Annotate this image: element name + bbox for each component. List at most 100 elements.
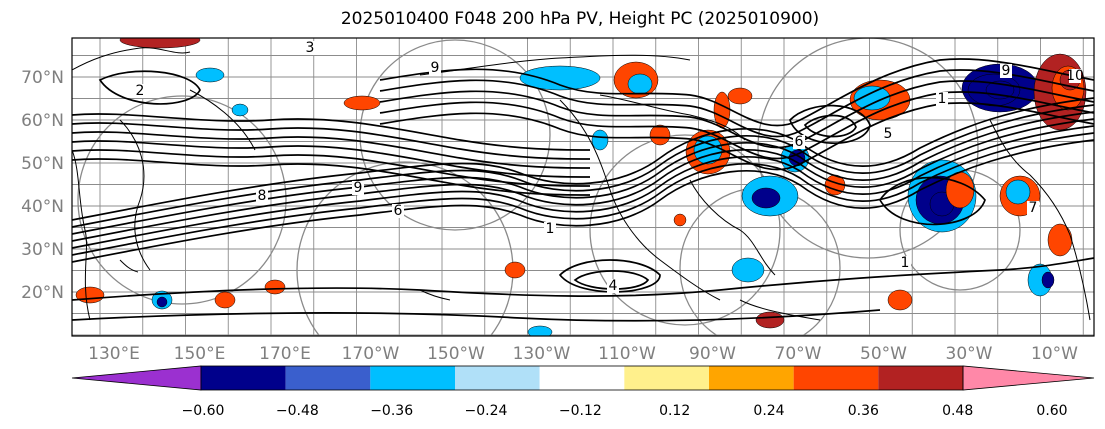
colorbar-tick-label: −0.60 — [182, 403, 225, 419]
contour-label: 4 — [609, 278, 618, 294]
colorbar-tick-label: 0.36 — [848, 403, 879, 419]
pv-anomaly-patch — [751, 187, 781, 209]
colorbar-tick-label: −0.36 — [370, 403, 413, 419]
contour-label: 1 — [901, 255, 910, 271]
contour-label: 2 — [136, 83, 145, 99]
contour-label: 10 — [1066, 68, 1084, 84]
contour-label-bg — [256, 189, 268, 203]
height-contour — [379, 58, 1094, 127]
coastline — [72, 47, 191, 71]
coastline — [739, 299, 821, 321]
colorbar-tick-label: 0.60 — [1036, 403, 1067, 419]
pv-anomaly-patch — [119, 38, 201, 49]
height-contour — [72, 113, 591, 151]
height-contour — [72, 131, 591, 169]
pv-anomaly-patch — [627, 73, 653, 95]
pv-anomaly-patch — [755, 311, 785, 329]
latitude-label: 60°N — [21, 111, 64, 131]
pv-anomaly-patch — [1047, 223, 1073, 257]
contour-label: 7 — [1029, 200, 1038, 216]
contour-label: 1 — [546, 221, 555, 237]
height-contour — [72, 104, 1094, 228]
height-contour — [72, 132, 1094, 256]
longitude-label: 30°W — [946, 344, 993, 364]
longitude-label: 150°E — [174, 344, 226, 364]
pv-anomaly-patch — [343, 95, 381, 111]
latitude-label: 20°N — [21, 283, 64, 303]
pv-anomaly-patch — [731, 257, 765, 283]
contour-label: 1 — [938, 91, 947, 107]
height-contour — [379, 80, 1094, 149]
contour-labels: 3 2 9 8 6 9 1 7 4 5 6 1 9 1 10 — [134, 40, 1084, 294]
range-circle — [359, 39, 551, 231]
pv-anomaly-patch — [673, 213, 687, 227]
colorbar-segment — [201, 366, 286, 390]
pv-anomaly-patch — [504, 261, 526, 279]
contour-label-bg — [392, 204, 404, 218]
contour-label: 9 — [354, 180, 363, 196]
height-contour — [879, 176, 986, 226]
contour-label: 5 — [884, 126, 893, 142]
colorbar-tick-label: −0.24 — [465, 403, 508, 419]
latitude-label: 50°N — [21, 154, 64, 174]
contour-label: 6 — [394, 203, 403, 219]
height-contour — [72, 111, 1094, 235]
contour-label-bg — [1000, 64, 1012, 78]
pv-anomaly-patch — [231, 103, 249, 117]
colorbar-low-extend — [71, 365, 202, 391]
colorbar-tick-labels: −0.60 −0.48 −0.36 −0.24 −0.12 0.12 0.24 0.36 0.4… — [182, 403, 1068, 419]
map-title: 2025010400 F048 200 hPa PV, Height PC (2… — [340, 9, 820, 29]
height-contour — [803, 114, 857, 138]
longitude-label: 170°E — [259, 344, 311, 364]
colorbar-segment — [370, 366, 455, 390]
latitude-label: 30°N — [21, 240, 64, 260]
height-contour — [72, 122, 591, 160]
contour-label: 6 — [795, 134, 804, 150]
contour-label-bg — [936, 92, 948, 106]
colorbar-outline — [200, 365, 964, 391]
pv-anomaly-patch — [649, 124, 671, 146]
pv-anomaly-patch — [214, 291, 236, 309]
colorbar-high-extend — [962, 365, 1095, 391]
colorbar-segment — [539, 366, 625, 390]
coastline — [989, 119, 1091, 321]
pv-anomaly-patch — [195, 67, 225, 83]
colorbar-tick-label: 0.12 — [659, 403, 690, 419]
height-contour — [72, 309, 881, 322]
height-contour — [573, 270, 650, 290]
colorbar-segment — [878, 366, 963, 390]
coastline — [689, 179, 776, 276]
longitude-label: 150°W — [427, 344, 485, 364]
colorbar-segment — [624, 366, 709, 390]
contour-label-bg — [352, 181, 364, 195]
height-contour — [72, 149, 591, 187]
contour-label: 8 — [258, 188, 267, 204]
coastline — [72, 149, 91, 321]
height-contour — [72, 158, 591, 196]
latitude-labels: 70°N 60°N 50°N 40°N 30°N 20°N — [21, 68, 64, 303]
height-contour — [72, 140, 591, 178]
contour-label: 9 — [431, 60, 440, 76]
coastline — [189, 89, 256, 151]
pv-anomaly-patch — [591, 129, 609, 151]
coastline — [599, 94, 746, 141]
height-contour — [72, 125, 1094, 249]
height-contours — [72, 58, 1094, 322]
height-contour — [98, 70, 201, 105]
coastline — [419, 289, 451, 301]
contour-label: 3 — [306, 40, 315, 56]
contour-label-bg — [304, 41, 316, 55]
height-contour — [379, 69, 1094, 138]
pv-anomaly-patch — [1005, 179, 1031, 205]
contour-label-bg — [793, 135, 805, 149]
pv-anomaly-patch — [853, 85, 891, 111]
pv-anomaly-patch — [527, 325, 553, 336]
height-contour — [789, 104, 871, 144]
height-contour — [72, 257, 1094, 301]
height-contour — [72, 118, 1094, 242]
latitude-label: 70°N — [21, 68, 64, 88]
longitude-label: 170°W — [342, 344, 400, 364]
longitude-label: 110°W — [598, 344, 656, 364]
longitude-labels: 130°E 150°E 170°E 170°W 150°W 130°W 110°W 90°W 7… — [88, 344, 1078, 364]
